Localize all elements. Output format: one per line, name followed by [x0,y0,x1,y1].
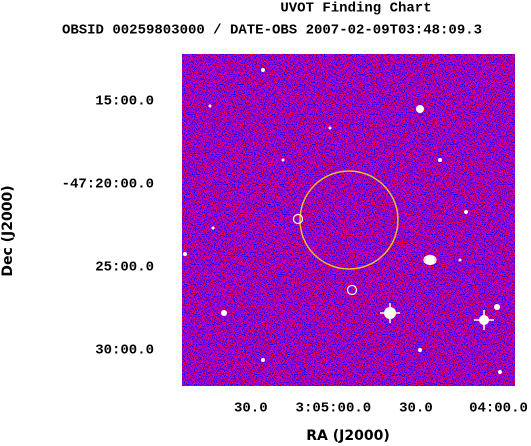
x-tick-label: 3:05:00.0 [296,401,372,417]
source-marker [423,254,437,266]
x-tick-label: 30.0 [234,401,268,417]
stars [183,68,502,374]
y-tick-label: 15:00.0 [95,94,154,110]
source-marker [292,213,304,225]
y-tick-label: -47:20:00.0 [62,177,154,193]
sky-image [182,54,515,386]
source-marker [346,284,358,296]
chart-title: UVOT Finding Chart [280,1,431,17]
image-noise [182,54,515,386]
x-axis-label: RA (J2000) [306,428,389,444]
y-tick-label: 25:00.0 [95,260,154,276]
star-spikes [380,303,494,330]
x-tick-label: 30.0 [399,401,433,417]
error-circle [299,170,399,270]
x-tick-label: 04:00.0 [469,401,528,417]
y-tick-label: 30:00.0 [95,343,154,359]
chart-subtitle: OBSID 00259803000 / DATE-OBS 2007-02-09T… [62,23,482,39]
y-axis-label: Dec (J2000) [0,185,16,276]
